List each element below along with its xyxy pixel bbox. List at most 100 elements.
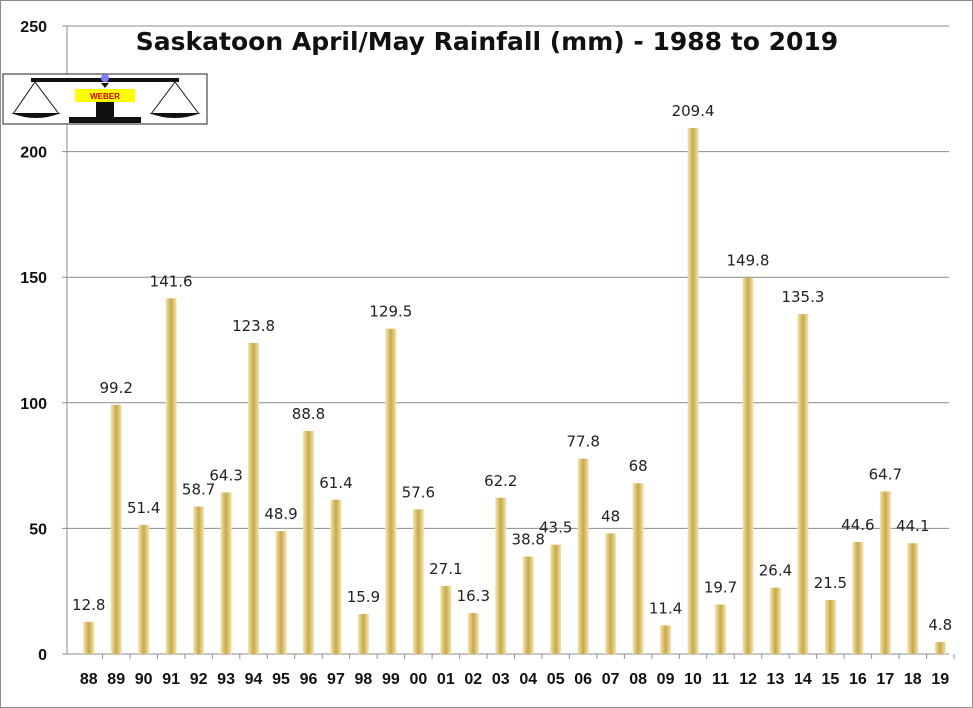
weber-logo: WEBER — [2, 73, 208, 125]
data-label-16: 44.6 — [841, 516, 874, 534]
bar-11 — [715, 604, 727, 654]
bar-99 — [385, 328, 397, 654]
x-tick-label-03: 03 — [492, 671, 510, 688]
bar-14 — [797, 314, 809, 654]
bar-94 — [248, 343, 260, 654]
data-label-00: 57.6 — [402, 483, 435, 501]
bar-16 — [852, 541, 864, 654]
x-tick-label-10: 10 — [684, 671, 702, 688]
x-tick-label-05: 05 — [547, 671, 565, 688]
data-label-98: 15.9 — [347, 588, 380, 606]
bar-19 — [934, 641, 946, 654]
data-label-91: 141.6 — [150, 272, 193, 290]
y-tick-label: 250 — [20, 19, 47, 36]
data-label-93: 64.3 — [209, 466, 242, 484]
x-tick-label-07: 07 — [602, 671, 620, 688]
x-tick-label-18: 18 — [904, 671, 922, 688]
x-tick-label-89: 89 — [107, 671, 125, 688]
balance-scale-icon — [11, 74, 201, 123]
x-tick-label-95: 95 — [272, 671, 290, 688]
x-tick-label-92: 92 — [190, 671, 208, 688]
x-tick-label-01: 01 — [437, 671, 455, 688]
bar-08 — [632, 483, 644, 654]
x-tick-label-90: 90 — [135, 671, 153, 688]
data-label-14: 135.3 — [781, 288, 824, 306]
chart-title: Saskatoon April/May Rainfall (mm) - 1988… — [136, 27, 838, 56]
x-tick-label-94: 94 — [245, 671, 263, 688]
x-tick-label-13: 13 — [767, 671, 785, 688]
x-tick-label-17: 17 — [876, 671, 894, 688]
x-tick-label-15: 15 — [821, 671, 839, 688]
bar-00 — [412, 509, 424, 654]
bar-06 — [577, 458, 589, 654]
bar-18 — [907, 543, 919, 654]
x-tick-label-11: 11 — [712, 671, 729, 688]
bar-98 — [357, 614, 369, 654]
x-tick-label-93: 93 — [217, 671, 235, 688]
bar-90 — [138, 524, 150, 654]
x-tick-label-88: 88 — [80, 671, 98, 688]
data-label-92: 58.7 — [182, 481, 215, 499]
x-tick-label-98: 98 — [355, 671, 373, 688]
y-tick-label: 0 — [38, 647, 47, 664]
x-tick-label-09: 09 — [657, 671, 675, 688]
data-label-90: 51.4 — [127, 499, 160, 517]
data-label-19: 4.8 — [928, 616, 952, 634]
data-label-01: 27.1 — [429, 560, 462, 578]
data-label-18: 44.1 — [896, 517, 929, 535]
bar-09 — [660, 625, 672, 654]
data-label-96: 88.8 — [292, 405, 325, 423]
bar-93 — [220, 492, 232, 654]
data-label-13: 26.4 — [759, 562, 792, 580]
x-tick-label-19: 19 — [931, 671, 949, 688]
data-label-10: 209.4 — [672, 102, 715, 120]
bar-07 — [605, 533, 617, 654]
x-tick-label-91: 91 — [162, 671, 180, 688]
logo-text: WEBER — [90, 92, 120, 101]
x-tick-label-08: 08 — [629, 671, 647, 688]
data-label-09: 11.4 — [649, 599, 682, 617]
bar-15 — [824, 599, 836, 654]
data-label-89: 99.2 — [100, 379, 133, 397]
data-label-06: 77.8 — [566, 433, 599, 451]
data-label-02: 16.3 — [457, 587, 490, 605]
bar-89 — [110, 404, 122, 654]
data-label-11: 19.7 — [704, 579, 737, 597]
y-tick-labels: 0 50 100 150 200 250 — [20, 19, 47, 664]
data-label-95: 48.9 — [264, 505, 297, 523]
y-tick-label: 200 — [20, 145, 47, 162]
x-tick-label-96: 96 — [300, 671, 318, 688]
bar-02 — [467, 613, 479, 654]
bar-97 — [330, 499, 342, 654]
data-label-97: 61.4 — [319, 474, 352, 492]
data-label-15: 21.5 — [814, 574, 847, 592]
data-label-07: 48 — [601, 507, 620, 525]
data-label-88: 12.8 — [72, 596, 105, 614]
y-tick-label: 100 — [20, 396, 47, 413]
bar-05 — [550, 544, 562, 654]
data-label-04: 38.8 — [512, 531, 545, 549]
bar-01 — [440, 585, 452, 654]
x-tick-label-00: 00 — [409, 671, 427, 688]
bar-17 — [879, 491, 891, 654]
x-tick-label-02: 02 — [464, 671, 482, 688]
bar-88 — [83, 621, 95, 654]
data-label-17: 64.7 — [869, 465, 902, 483]
data-label-03: 62.2 — [484, 472, 517, 490]
x-tick-label-12: 12 — [739, 671, 757, 688]
bar-03 — [495, 497, 507, 654]
bar-10 — [687, 127, 699, 655]
x-tick-label-16: 16 — [849, 671, 867, 688]
data-labels: 12.8 99.2 51.4 141.6 58.764.3 123.8 48.9 88.8 61… — [72, 102, 952, 634]
data-label-05: 43.5 — [539, 519, 572, 537]
y-tick-label: 150 — [20, 270, 47, 287]
bar-95 — [275, 531, 287, 654]
x-tick-label-97: 97 — [327, 671, 345, 688]
bar-91 — [165, 298, 177, 654]
x-tick-label-99: 99 — [382, 671, 400, 688]
data-label-94: 123.8 — [232, 317, 275, 335]
bar-04 — [522, 556, 534, 654]
bar-12 — [742, 277, 754, 654]
